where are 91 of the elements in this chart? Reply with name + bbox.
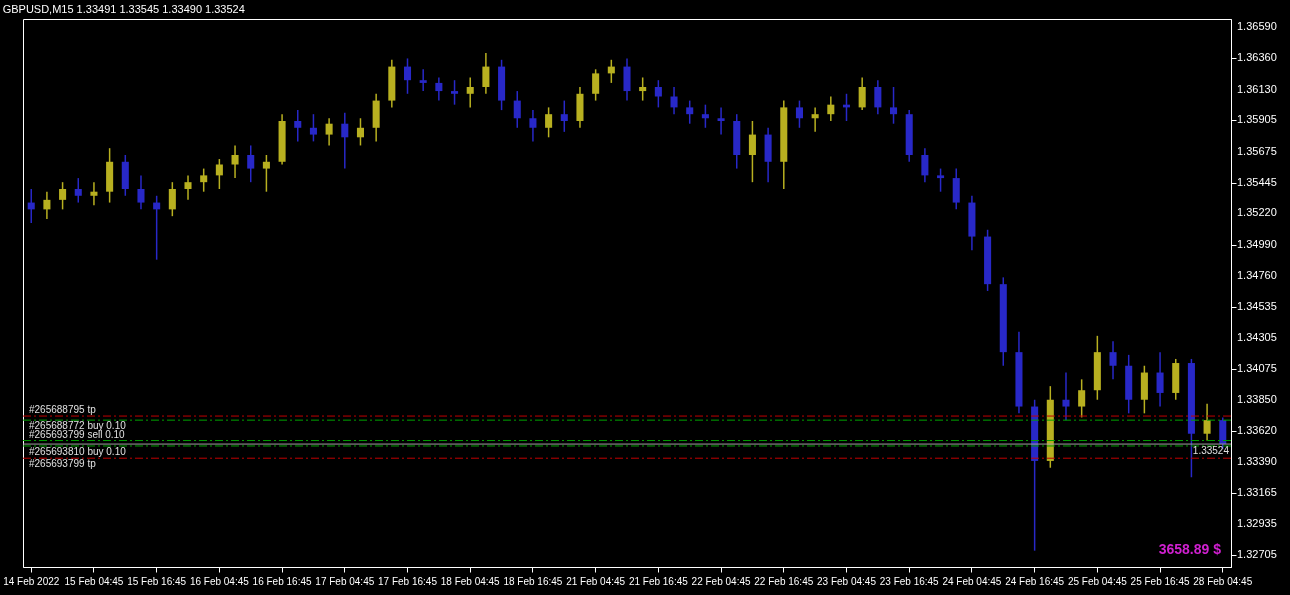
- x-tick-label: 25 Feb 16:45: [1130, 575, 1190, 587]
- x-tick-label: 14 Feb 2022: [3, 575, 60, 587]
- x-tick-label: 17 Feb 04:45: [315, 575, 375, 587]
- y-tick-label: 1.33165: [1237, 485, 1277, 498]
- candlestick: [262, 154, 270, 193]
- candlestick: [356, 117, 364, 147]
- annotation: 3658.89 $: [1158, 541, 1222, 557]
- candlestick: [858, 76, 866, 111]
- x-tick-label: 16 Feb 04:45: [189, 575, 250, 587]
- x-tick-label: 17 Feb 16:45: [378, 575, 438, 587]
- candlestick: [231, 144, 239, 179]
- x-tick-label: 22 Feb 16:45: [754, 575, 814, 587]
- candlestick: [937, 167, 945, 193]
- candlestick: [1109, 340, 1117, 381]
- y-tick-label: 1.34990: [1237, 237, 1277, 250]
- candlestick: [294, 109, 302, 143]
- candlestick: [90, 181, 98, 207]
- candlestick: [403, 57, 412, 95]
- ref-line-label: #265693799 tp: [29, 458, 97, 470]
- candlestick: [137, 174, 145, 211]
- y-tick-label: 1.32705: [1237, 548, 1277, 561]
- candlestick: [168, 181, 176, 217]
- y-tick-label: 1.34305: [1237, 330, 1277, 343]
- candlestick: [560, 99, 568, 133]
- candlestick: [184, 174, 192, 201]
- y-tick-label: 1.33620: [1237, 424, 1277, 437]
- ref-line-label: #265688795 tp: [29, 404, 97, 416]
- x-tick-label: 18 Feb 16:45: [503, 575, 563, 587]
- candlestick: [200, 167, 208, 193]
- x-tick-label: 24 Feb 04:45: [942, 575, 1002, 587]
- y-tick-label: 1.36130: [1237, 82, 1277, 95]
- candlestick: [921, 147, 929, 183]
- y-tick-label: 1.34075: [1237, 362, 1277, 375]
- candlestick: [748, 120, 756, 183]
- candlestick: [59, 181, 67, 211]
- candlestick: [419, 68, 427, 92]
- candlestick: [215, 158, 223, 190]
- x-tick-label: 23 Feb 16:45: [879, 575, 940, 587]
- candlestick: [639, 76, 647, 102]
- candlestick: [795, 99, 803, 129]
- y-tick-label: 1.35445: [1237, 175, 1277, 188]
- ref-line-label: 1.33524: [1192, 445, 1230, 457]
- x-tick-label: 21 Feb 16:45: [628, 575, 689, 587]
- candlestick: [325, 117, 333, 147]
- candlestick: [451, 79, 459, 106]
- y-tick-label: 1.33850: [1237, 392, 1277, 405]
- x-tick-label: 21 Feb 04:45: [566, 575, 626, 587]
- x-tick-label: 15 Feb 16:45: [127, 575, 187, 587]
- candlestick: [513, 90, 521, 129]
- candlestick: [1156, 351, 1164, 408]
- y-tick-label: 1.34760: [1237, 269, 1277, 281]
- candlestick: [670, 86, 678, 115]
- candlestick: [1203, 403, 1211, 442]
- y-tick-label: 1.34535: [1237, 299, 1277, 312]
- candlestick: [686, 99, 694, 125]
- y-tick-label: 1.33390: [1237, 455, 1277, 468]
- x-tick-label: 22 Feb 04:45: [691, 575, 751, 587]
- candlestick: [74, 177, 82, 204]
- candlestick: [811, 106, 819, 133]
- y-tick-label: 1.35905: [1237, 113, 1277, 126]
- x-tick-label: 24 Feb 16:45: [1005, 575, 1065, 587]
- candlestick: [435, 76, 443, 102]
- candlestick: [341, 112, 349, 170]
- ref-line-label: #265693810 buy 0.10: [29, 445, 127, 457]
- candlestick: [529, 109, 537, 143]
- x-tick-label: 25 Feb 04:45: [1067, 575, 1128, 587]
- y-tick-label: 1.36360: [1237, 51, 1277, 64]
- candlestick: [545, 106, 553, 139]
- candlestick: [466, 76, 474, 109]
- x-tick-label: 23 Feb 04:45: [817, 575, 877, 587]
- candlestick: [874, 79, 882, 115]
- x-tick-label: 28 Feb 04:45: [1193, 575, 1253, 587]
- candlestick: [654, 79, 662, 109]
- candlestick: [247, 144, 255, 183]
- candlestick: [701, 103, 709, 129]
- y-tick-label: 1.32935: [1237, 517, 1277, 530]
- x-tick-label: 18 Feb 04:45: [440, 575, 501, 587]
- y-tick-label: 1.35220: [1237, 206, 1277, 219]
- x-tick-label: 15 Feb 04:45: [64, 575, 124, 587]
- candlestick: [1062, 371, 1070, 421]
- candlestick: [309, 113, 317, 143]
- candlestick: [717, 106, 725, 136]
- chart-title: GBPUSD,M15 1.33491 1.33545 1.33490 1.33524: [2, 3, 245, 15]
- candlestick: [827, 95, 835, 122]
- candlestick: [890, 86, 898, 125]
- y-tick-label: 1.36590: [1237, 20, 1277, 33]
- candlestick: [43, 190, 51, 220]
- y-tick-label: 1.35675: [1237, 144, 1277, 157]
- candlestick: [482, 52, 490, 95]
- candlestick: [592, 68, 600, 102]
- x-tick-label: 16 Feb 16:45: [252, 575, 312, 587]
